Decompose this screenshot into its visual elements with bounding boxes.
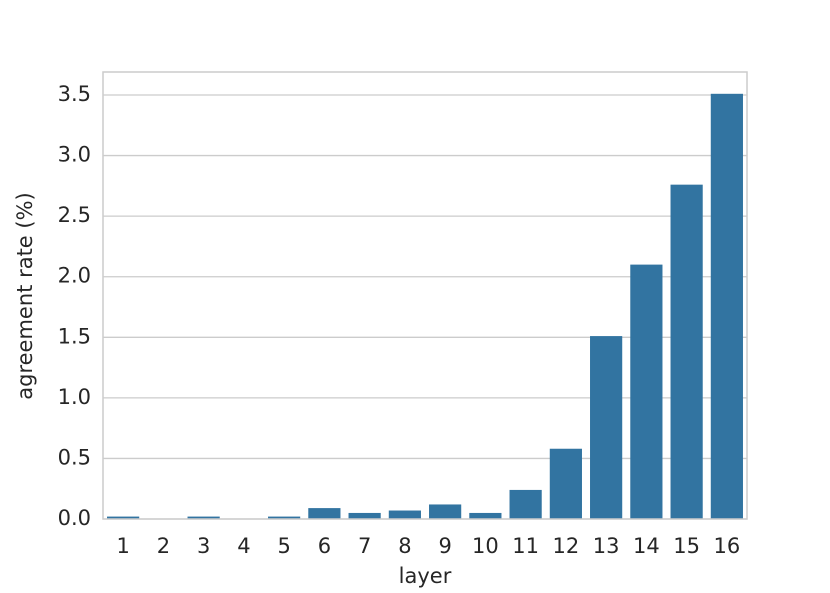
x-tick-label: 11 (512, 534, 539, 558)
x-tick-label: 2 (157, 534, 170, 558)
x-tick-label: 10 (472, 534, 499, 558)
y-axis-label: agreement rate (%) (13, 192, 37, 399)
bar (187, 516, 220, 519)
bar (630, 264, 663, 519)
plot-frame (102, 71, 748, 520)
y-tick-label: 3.0 (58, 143, 91, 167)
x-tick-label: 3 (197, 534, 210, 558)
x-axis-label: layer (399, 564, 452, 588)
y-tick-label: 1.5 (58, 324, 91, 348)
x-tick-label: 15 (673, 534, 700, 558)
x-tick-label: 13 (593, 534, 620, 558)
x-tick-label: 12 (553, 534, 580, 558)
x-tick-label: 4 (237, 534, 250, 558)
x-tick-label: 5 (277, 534, 290, 558)
x-tick-label: 14 (633, 534, 660, 558)
bar (429, 504, 462, 519)
bar (469, 512, 502, 519)
bar (388, 510, 421, 519)
y-tick-label: 2.5 (58, 203, 91, 227)
y-tick-label: 0.0 (58, 506, 91, 530)
bar (107, 516, 140, 519)
y-tick-label: 3.5 (58, 82, 91, 106)
y-tick-label: 1.0 (58, 385, 91, 409)
bar (509, 489, 542, 519)
bar (549, 448, 582, 519)
x-tick-label: 6 (318, 534, 331, 558)
x-tick-label: 9 (438, 534, 451, 558)
x-tick-label: 7 (358, 534, 371, 558)
x-tick-label: 16 (714, 534, 741, 558)
bar (268, 516, 301, 519)
x-tick-label: 1 (116, 534, 129, 558)
x-tick-label: 8 (398, 534, 411, 558)
bar (590, 336, 623, 519)
y-tick-label: 2.0 (58, 264, 91, 288)
bar (308, 508, 341, 519)
y-tick-label: 0.5 (58, 445, 91, 469)
bar (710, 93, 743, 520)
bar (670, 184, 703, 519)
bar (348, 512, 381, 519)
